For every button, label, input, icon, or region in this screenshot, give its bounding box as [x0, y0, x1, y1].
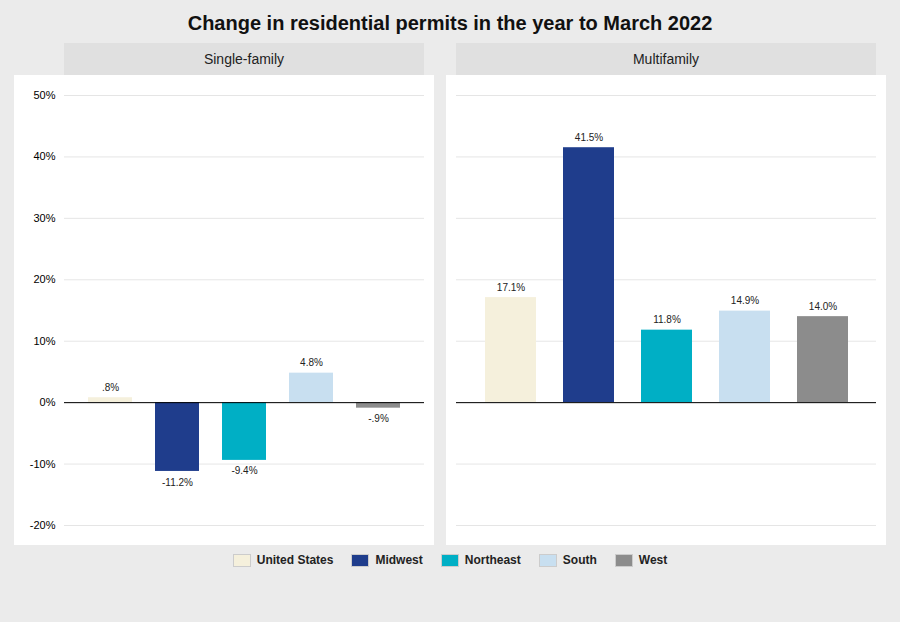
html-text:United States: United States [256, 553, 334, 567]
svg-text:-11.2%: -11.2% [162, 477, 193, 488]
svg-text:.8%: .8% [102, 382, 119, 393]
svg-text:14.0%: 14.0% [809, 301, 837, 312]
html-text:West: West [638, 553, 668, 567]
svg-text:40%: 40% [33, 150, 55, 162]
svg-text:-20%: -20% [30, 519, 56, 531]
svg-text:14.9%: 14.9% [731, 295, 759, 306]
svg-text:0%: 0% [40, 396, 56, 408]
svg-text:11.8%: 11.8% [653, 314, 681, 325]
html-text:Multifamily: Multifamily [632, 51, 700, 67]
svg-text:10%: 10% [33, 335, 55, 347]
html-text:Northeast: Northeast [464, 553, 521, 567]
svg-text:-10%: -10% [30, 458, 56, 470]
html-text:Single-family: Single-family [203, 51, 285, 67]
svg-text:-9.4%: -9.4% [231, 465, 257, 476]
svg-text:4.8%: 4.8% [300, 357, 323, 368]
svg-text:-.9%: -.9% [368, 413, 389, 424]
html-text:Change in residential permits: Change in residential permits in the yea… [187, 12, 713, 34]
svg-text:20%: 20% [33, 273, 55, 285]
svg-text:30%: 30% [33, 212, 55, 224]
html-text:Midwest: Midwest [375, 553, 423, 567]
svg-text:50%: 50% [33, 89, 55, 101]
svg-text:17.1%: 17.1% [497, 282, 525, 293]
html-text:South: South [562, 553, 597, 567]
svg-text:41.5%: 41.5% [575, 132, 603, 143]
